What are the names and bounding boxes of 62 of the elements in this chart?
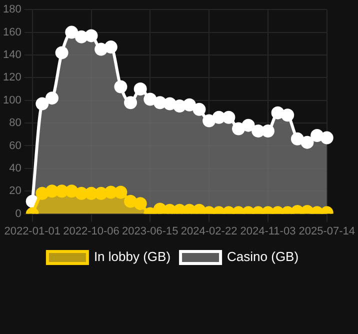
y-tick-label: 60 bbox=[9, 140, 22, 152]
y-tick-label: 160 bbox=[2, 26, 22, 38]
x-tick-label: 2022-01-01 bbox=[4, 225, 60, 238]
point bbox=[74, 30, 88, 44]
point bbox=[252, 124, 265, 138]
y-tick-label: 0 bbox=[15, 208, 22, 220]
point bbox=[124, 96, 138, 110]
point bbox=[36, 97, 49, 110]
point bbox=[74, 186, 88, 200]
point bbox=[173, 204, 186, 214]
point bbox=[114, 186, 128, 199]
point bbox=[182, 204, 196, 214]
x-tick-label: 2025-07-14 bbox=[298, 225, 356, 238]
y-tick-label: 80 bbox=[9, 117, 22, 130]
point bbox=[163, 204, 176, 214]
point bbox=[45, 184, 58, 198]
y-tick-label: 100 bbox=[2, 94, 22, 106]
y-tick-label: 140 bbox=[2, 49, 22, 62]
point bbox=[104, 40, 118, 54]
point bbox=[261, 124, 274, 138]
point bbox=[84, 29, 98, 42]
point bbox=[290, 132, 304, 146]
point bbox=[134, 82, 147, 96]
point bbox=[55, 46, 68, 60]
point bbox=[153, 96, 166, 110]
y-tick-label: 20 bbox=[9, 185, 22, 198]
point bbox=[163, 97, 176, 110]
point bbox=[84, 186, 98, 200]
point bbox=[153, 202, 166, 214]
legend-label: In lobby (GB) bbox=[94, 249, 171, 264]
point bbox=[114, 80, 128, 94]
point bbox=[300, 136, 314, 149]
x-tick-label: 2024-02-22 bbox=[180, 225, 238, 238]
x-tick-label: 2022-10-06 bbox=[63, 225, 120, 238]
point bbox=[65, 184, 78, 198]
x-tick-label: 2024-11-03 bbox=[240, 225, 296, 238]
x-tick-label: 2023-06-15 bbox=[122, 225, 178, 238]
point bbox=[242, 118, 255, 132]
point bbox=[94, 186, 108, 200]
y-tick-label: 180 bbox=[2, 4, 22, 16]
point bbox=[212, 110, 226, 124]
point bbox=[124, 194, 138, 208]
point bbox=[182, 98, 196, 112]
legend-label: Casino (GB) bbox=[227, 249, 299, 264]
y-tick-label: 40 bbox=[9, 162, 22, 174]
point bbox=[281, 108, 294, 122]
point bbox=[144, 92, 157, 106]
point bbox=[320, 131, 334, 144]
point bbox=[36, 186, 49, 200]
point bbox=[45, 92, 58, 105]
point bbox=[202, 114, 216, 128]
point bbox=[192, 204, 206, 214]
point bbox=[55, 184, 68, 198]
point bbox=[222, 110, 236, 124]
point bbox=[173, 100, 186, 113]
point bbox=[232, 122, 246, 136]
point bbox=[94, 42, 108, 56]
point bbox=[310, 129, 324, 142]
point bbox=[271, 106, 284, 120]
point bbox=[65, 26, 78, 39]
y-tick-label: 120 bbox=[2, 72, 22, 84]
point bbox=[192, 102, 206, 116]
